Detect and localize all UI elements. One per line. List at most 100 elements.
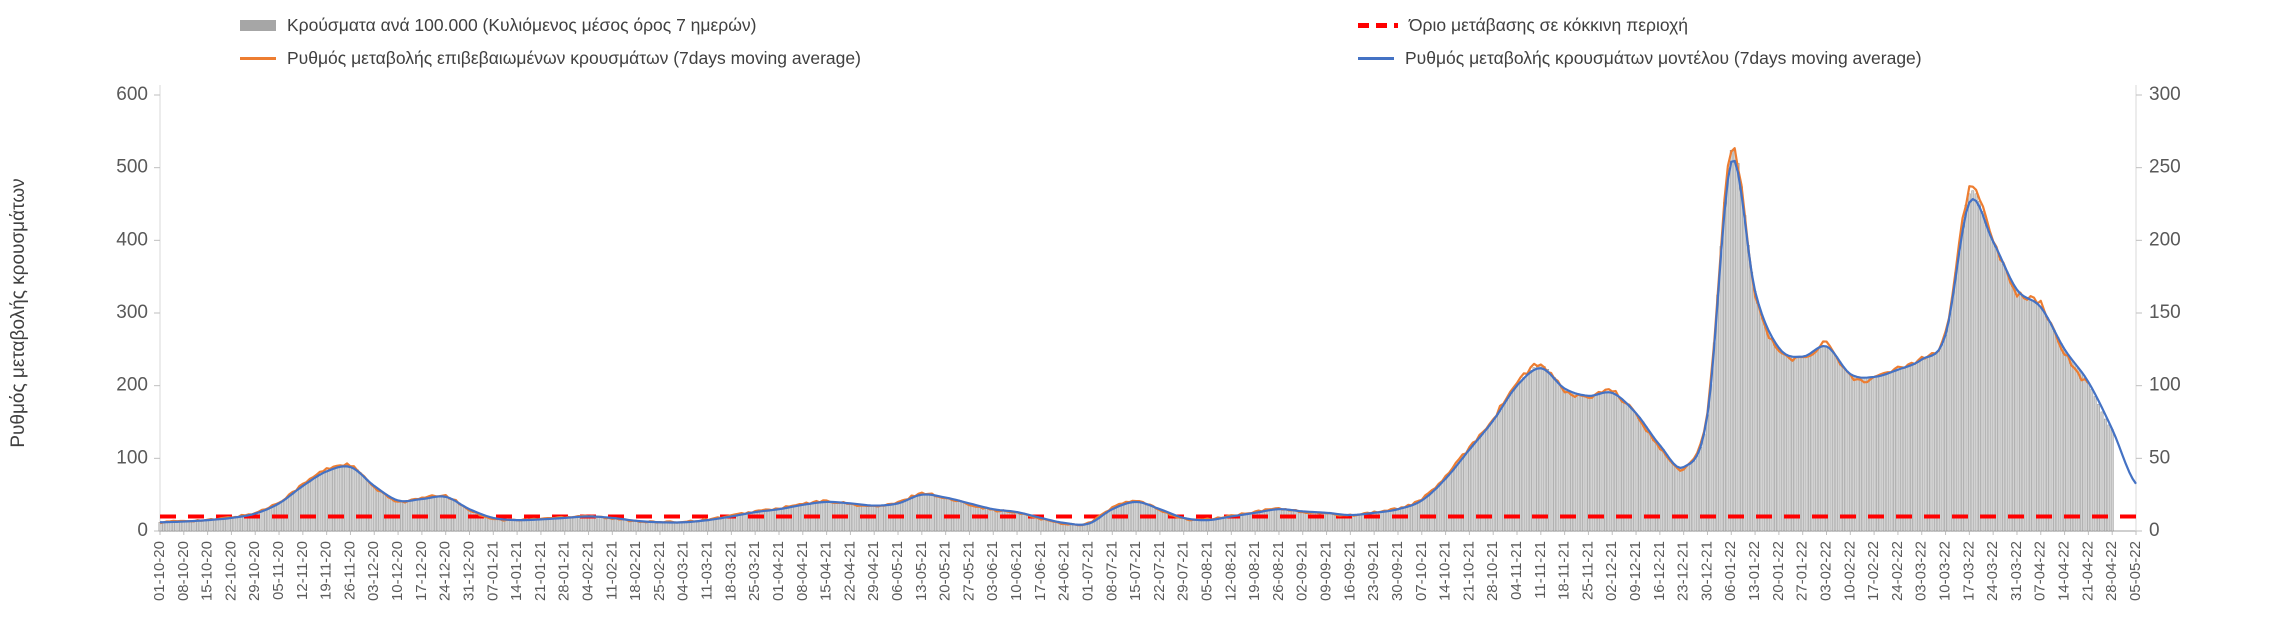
svg-text:11-02-21: 11-02-21 [603,541,620,600]
svg-text:18-03-21: 18-03-21 [722,541,739,601]
svg-text:05-05-22: 05-05-22 [2127,541,2144,601]
svg-text:17-06-21: 17-06-21 [1032,541,1049,601]
svg-text:08-04-21: 08-04-21 [794,541,811,601]
legend-item-model-line: Ρυθμός μεταβολής κρουσμάτων μοντέλου (7d… [1358,48,1922,68]
svg-text:11-11-21: 11-11-21 [1532,541,1549,599]
svg-text:11-03-21: 11-03-21 [699,541,716,600]
svg-text:17-03-22: 17-03-22 [1960,541,1977,601]
svg-text:23-12-21: 23-12-21 [1675,541,1692,601]
svg-text:21-10-21: 21-10-21 [1460,541,1477,601]
svg-text:21-01-21: 21-01-21 [532,541,549,601]
left-axis-labels: 0 100 200 300 400 500 600 [116,84,160,541]
svg-text:24-03-22: 24-03-22 [1984,541,2001,601]
svg-text:15-10-20: 15-10-20 [199,541,216,601]
svg-text:18-02-21: 18-02-21 [627,541,644,601]
blue-line-marker-icon [1358,56,1394,60]
svg-text:14-04-22: 14-04-22 [2056,541,2073,601]
svg-text:02-09-21: 02-09-21 [1294,541,1311,601]
svg-text:26-08-21: 26-08-21 [1270,541,1287,601]
svg-text:24-02-22: 24-02-22 [1889,541,1906,601]
svg-text:01-07-21: 01-07-21 [1079,541,1096,601]
svg-text:29-07-21: 29-07-21 [1175,541,1192,601]
svg-text:28-04-22: 28-04-22 [2103,541,2120,601]
x-axis-labels: 01-10-20 08-10-20 15-10-20 22-10-20 29-10-20… [151,531,2144,601]
svg-text:08-07-21: 08-07-21 [1103,541,1120,601]
legend-item-cases-bar: Κρούσματα ανά 100.000 (Κυλιόμενος μέσος … [240,15,756,35]
right-axis-labels: 0 50 100 150 200 250 300 [2136,84,2181,541]
svg-text:19-11-20: 19-11-20 [318,541,335,600]
svg-text:19-08-21: 19-08-21 [1246,541,1263,601]
svg-text:05-11-20: 05-11-20 [270,541,287,600]
svg-text:14-10-21: 14-10-21 [1437,541,1454,601]
svg-text:22-04-21: 22-04-21 [841,541,858,601]
svg-text:27-01-22: 27-01-22 [1794,541,1811,601]
svg-text:28-10-21: 28-10-21 [1484,541,1501,601]
legend-item-threshold: Όριο μετάβασης σε κόκκινη περιοχή [1358,15,1688,35]
svg-text:02-12-21: 02-12-21 [1603,541,1620,601]
svg-text:10-12-20: 10-12-20 [389,541,406,601]
svg-text:09-12-21: 09-12-21 [1627,541,1644,601]
svg-text:21-04-22: 21-04-22 [2079,541,2096,601]
svg-text:600: 600 [116,84,148,105]
orange-line-marker-icon [240,56,276,60]
svg-text:03-02-22: 03-02-22 [1817,541,1834,601]
svg-text:27-05-21: 27-05-21 [960,541,977,601]
svg-text:07-10-21: 07-10-21 [1413,541,1430,601]
svg-text:300: 300 [116,302,148,323]
svg-text:31-12-20: 31-12-20 [460,541,477,601]
svg-text:30-12-21: 30-12-21 [1698,541,1715,601]
svg-text:12-11-20: 12-11-20 [294,541,311,600]
svg-text:07-01-21: 07-01-21 [484,541,501,601]
svg-text:06-01-22: 06-01-22 [1722,541,1739,601]
svg-text:06-05-21: 06-05-21 [889,541,906,601]
svg-text:31-03-22: 31-03-22 [2008,541,2025,601]
svg-text:29-10-20: 29-10-20 [246,541,263,601]
red-dash-marker-icon [1358,22,1398,28]
model-cases-line [159,159,2137,526]
svg-text:17-12-20: 17-12-20 [413,541,430,601]
cases-bars-series [158,149,2114,532]
svg-text:24-06-21: 24-06-21 [1056,541,1073,601]
svg-text:10-02-22: 10-02-22 [1841,541,1858,601]
svg-text:04-11-21: 04-11-21 [1508,541,1525,600]
svg-text:01-04-21: 01-04-21 [770,541,787,601]
svg-text:13-05-21: 13-05-21 [913,541,930,601]
svg-text:200: 200 [2149,229,2181,250]
svg-text:17-02-22: 17-02-22 [1865,541,1882,601]
confirmed-cases-line [159,147,2090,527]
svg-text:250: 250 [2149,157,2181,178]
svg-text:300: 300 [2149,84,2181,105]
svg-text:29-04-21: 29-04-21 [865,541,882,601]
svg-text:50: 50 [2149,447,2170,468]
svg-text:20-05-21: 20-05-21 [937,541,954,601]
svg-text:25-03-21: 25-03-21 [746,541,763,601]
svg-text:100: 100 [2149,375,2181,396]
svg-text:28-01-21: 28-01-21 [556,541,573,601]
svg-text:05-08-21: 05-08-21 [1198,541,1215,601]
svg-text:24-12-20: 24-12-20 [437,541,454,601]
svg-text:400: 400 [116,229,148,250]
svg-text:150: 150 [2149,302,2181,323]
svg-text:30-09-21: 30-09-21 [1389,541,1406,601]
svg-text:200: 200 [116,375,148,396]
left-axis-title: Ρυθμός μεταβολής κρουσμάτων [8,178,29,447]
svg-text:15-04-21: 15-04-21 [818,541,835,601]
svg-text:03-03-22: 03-03-22 [1913,541,1930,601]
svg-text:08-10-20: 08-10-20 [175,541,192,601]
legend-label-model: Ρυθμός μεταβολής κρουσμάτων μοντέλου (7d… [1405,48,1922,68]
svg-text:20-01-22: 20-01-22 [1770,541,1787,601]
svg-text:22-07-21: 22-07-21 [1151,541,1168,601]
svg-text:03-12-20: 03-12-20 [365,541,382,601]
svg-text:09-09-21: 09-09-21 [1318,541,1335,601]
svg-text:16-12-21: 16-12-21 [1651,541,1668,601]
svg-text:07-04-22: 07-04-22 [2032,541,2049,601]
svg-text:04-02-21: 04-02-21 [579,541,596,601]
svg-text:0: 0 [2149,520,2160,541]
svg-text:10-03-22: 10-03-22 [1937,541,1954,601]
legend-label-confirmed: Ρυθμός μεταβολής επιβεβαιωμένων κρουσμάτ… [287,48,861,68]
svg-text:25-11-21: 25-11-21 [1579,541,1596,600]
svg-text:16-09-21: 16-09-21 [1341,541,1358,601]
svg-text:01-10-20: 01-10-20 [151,541,168,601]
